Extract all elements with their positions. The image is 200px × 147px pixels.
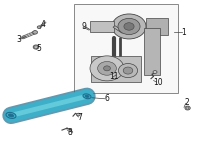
Text: 4: 4 [41, 20, 45, 30]
Circle shape [35, 46, 37, 48]
Circle shape [185, 106, 190, 110]
Circle shape [37, 26, 41, 29]
Text: 7: 7 [78, 113, 82, 122]
Text: 6: 6 [105, 94, 109, 103]
Bar [146, 18, 168, 35]
Circle shape [186, 107, 189, 109]
Text: 11: 11 [109, 72, 119, 81]
Text: 9: 9 [82, 22, 86, 31]
Text: 8: 8 [68, 128, 72, 137]
Bar [144, 28, 160, 75]
Bar [74, 4, 178, 93]
Text: 1: 1 [182, 28, 186, 37]
Circle shape [124, 23, 134, 30]
Circle shape [123, 67, 133, 74]
Circle shape [104, 66, 110, 71]
Circle shape [77, 113, 80, 116]
Circle shape [118, 18, 140, 35]
Circle shape [33, 31, 38, 34]
Bar [91, 56, 141, 82]
Circle shape [90, 56, 124, 81]
Polygon shape [113, 26, 124, 33]
Circle shape [153, 71, 157, 74]
Circle shape [98, 61, 116, 75]
Ellipse shape [85, 95, 89, 97]
Circle shape [112, 14, 146, 39]
Ellipse shape [6, 112, 16, 118]
Text: 2: 2 [185, 98, 189, 107]
Text: 3: 3 [17, 35, 21, 44]
Text: 10: 10 [153, 78, 163, 87]
Text: 5: 5 [37, 44, 41, 53]
Ellipse shape [83, 94, 91, 99]
Ellipse shape [8, 114, 14, 117]
Circle shape [33, 45, 39, 49]
Polygon shape [90, 21, 114, 32]
Circle shape [118, 64, 138, 78]
